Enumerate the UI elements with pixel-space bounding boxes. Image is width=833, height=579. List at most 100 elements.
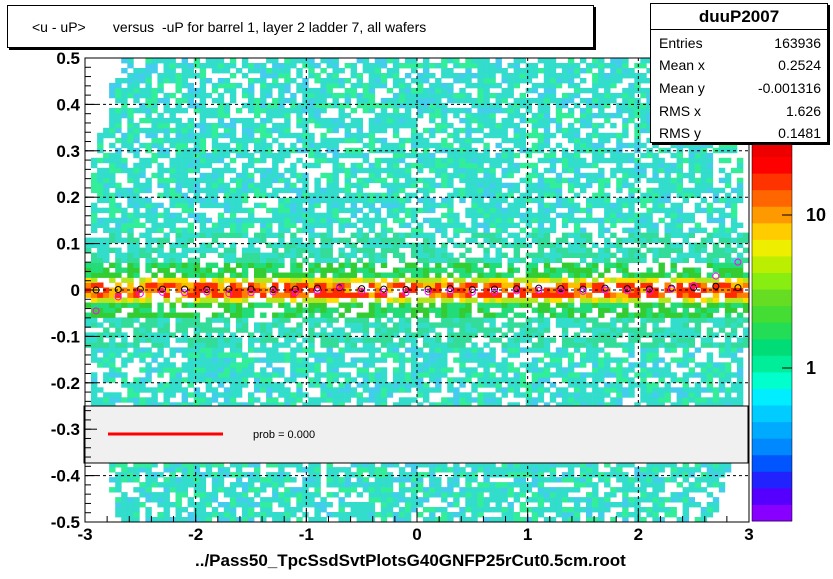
heatmap-cell <box>145 472 152 478</box>
heatmap-cell <box>404 167 412 174</box>
heatmap-cell <box>235 68 243 74</box>
heatmap-cell <box>199 482 207 488</box>
heatmap-cell <box>320 297 327 303</box>
heatmap-cell <box>181 482 188 488</box>
heatmap-cell <box>441 247 448 253</box>
heatmap-cell <box>296 467 303 473</box>
heatmap-cell <box>398 342 406 348</box>
heatmap-cell <box>332 277 339 283</box>
heatmap-cell <box>332 127 339 134</box>
heatmap-cell <box>537 327 545 333</box>
heatmap-cell <box>272 262 279 268</box>
heatmap-cell <box>181 487 188 493</box>
heatmap-cell <box>507 377 514 383</box>
heatmap-cell <box>447 382 454 388</box>
heatmap-cell <box>543 377 551 383</box>
heatmap-cell <box>217 317 225 323</box>
heatmap-cell <box>151 332 158 338</box>
heatmap-cell <box>314 492 321 498</box>
heatmap-cell <box>483 487 490 493</box>
heatmap-cell <box>477 512 484 518</box>
heatmap-cell <box>127 132 134 139</box>
heatmap-cell <box>211 63 219 69</box>
heatmap-cell <box>193 332 201 338</box>
heatmap-cell <box>519 312 526 318</box>
heatmap-cell <box>91 252 98 258</box>
heatmap-cell <box>326 58 333 64</box>
heatmap-cell <box>91 272 98 278</box>
heatmap-cell <box>296 202 303 209</box>
heatmap-cell <box>193 322 201 328</box>
heatmap-cell <box>417 132 424 139</box>
heatmap-cell <box>507 282 514 288</box>
heatmap-cell <box>441 462 448 468</box>
heatmap-cell <box>211 222 219 228</box>
heatmap-cell <box>302 172 309 179</box>
heatmap-cell <box>477 92 484 99</box>
heatmap-cell <box>507 487 514 493</box>
heatmap-cell <box>229 222 237 228</box>
heatmap-cell <box>308 332 315 338</box>
heatmap-cell <box>507 402 514 408</box>
heatmap-cell <box>229 372 237 378</box>
heatmap-cell <box>411 367 418 373</box>
heatmap-cell <box>85 272 92 278</box>
heatmap-cell <box>157 267 164 273</box>
heatmap-cell <box>248 242 255 248</box>
heatmap-cell <box>278 147 285 154</box>
heatmap-cell <box>121 237 128 243</box>
heatmap-cell <box>477 327 484 333</box>
heatmap-cell <box>169 217 176 224</box>
heatmap-cell <box>314 257 321 263</box>
heatmap-cell <box>187 187 194 194</box>
heatmap-cell <box>513 222 520 228</box>
heatmap-cell <box>398 197 406 204</box>
heatmap-cell <box>266 277 273 283</box>
heatmap-cell <box>290 237 297 243</box>
heatmap-cell <box>223 277 231 283</box>
heatmap-cell <box>163 117 170 124</box>
heatmap-cell <box>272 477 279 483</box>
heatmap-cell <box>411 68 418 74</box>
heatmap-cell <box>326 297 333 303</box>
heatmap-cell <box>272 177 279 184</box>
heatmap-cell <box>483 362 490 368</box>
heatmap-cell <box>513 242 520 248</box>
heatmap-cell <box>139 222 146 228</box>
heatmap-cell <box>501 92 508 99</box>
heatmap-cell <box>483 257 490 263</box>
heatmap-cell <box>187 122 194 129</box>
heatmap-cell <box>380 332 388 338</box>
heatmap-cell <box>181 58 188 64</box>
heatmap-cell <box>121 287 128 293</box>
heatmap-cell <box>495 302 502 308</box>
heatmap-cell <box>260 257 267 263</box>
heatmap-cell <box>223 492 231 498</box>
heatmap-cell <box>127 73 134 79</box>
heatmap-cell <box>157 147 164 154</box>
heatmap-cell <box>411 277 418 283</box>
heatmap-cell <box>513 347 520 353</box>
heatmap-cell <box>187 177 194 184</box>
heatmap-cell <box>453 392 460 398</box>
heatmap-cell <box>157 222 164 228</box>
heatmap-cell <box>254 122 261 129</box>
heatmap-cell <box>296 172 303 179</box>
heatmap-cell <box>368 97 376 104</box>
heatmap-cell <box>91 312 98 318</box>
heatmap-cell <box>404 232 412 238</box>
heatmap-cell <box>417 302 424 308</box>
heatmap-cell <box>386 112 394 119</box>
heatmap-cell <box>187 352 194 358</box>
heatmap-cell <box>290 247 297 253</box>
heatmap-cell <box>392 497 400 503</box>
heatmap-cell <box>411 287 418 293</box>
heatmap-cell <box>127 78 134 84</box>
heatmap-cell <box>471 477 478 483</box>
heatmap-cell <box>489 292 496 298</box>
heatmap-cell <box>435 87 442 94</box>
heatmap-cell <box>175 317 182 323</box>
heatmap-cell <box>103 222 110 228</box>
heatmap-cell <box>254 127 261 134</box>
heatmap-cell <box>284 487 291 493</box>
